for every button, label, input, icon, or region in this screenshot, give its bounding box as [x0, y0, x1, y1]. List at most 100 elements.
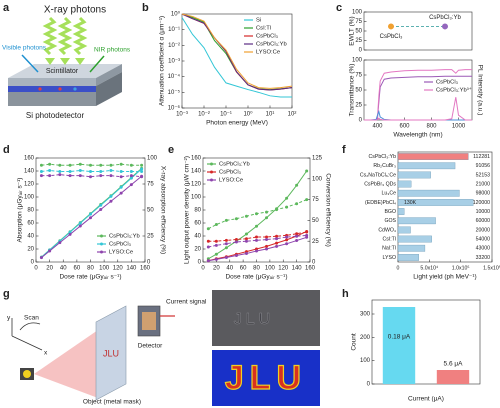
- x-tick-label: 1.0x10⁵: [452, 265, 470, 271]
- x-tick-label: 120: [113, 266, 124, 272]
- bar: [397, 180, 412, 188]
- data-point: [109, 168, 113, 172]
- category-label: Lu₃Ce: [381, 191, 396, 197]
- x-tick-label: 600: [399, 124, 410, 130]
- y-axis-label: Transmittance (%): [349, 64, 356, 117]
- illustration-g: JLU Scan x y Current signal Detector Obj…: [7, 290, 320, 406]
- detector-side: [96, 72, 122, 106]
- data-point: [89, 163, 92, 167]
- data-point: [78, 168, 82, 172]
- detector-window: [142, 312, 156, 330]
- metal-mask: [95, 305, 127, 401]
- data-point: [129, 174, 133, 178]
- x-tick-label: 5.0x10⁴: [420, 265, 438, 271]
- y-tick-label: 200: [360, 335, 371, 341]
- data-point: [305, 230, 309, 234]
- x-tick-label: 10⁻¹: [220, 112, 232, 118]
- y-tick-label: 140: [191, 169, 202, 175]
- plot-frame: [397, 151, 493, 263]
- x-tick-label: 40: [60, 266, 67, 272]
- point-label: CsPbCl₃: [380, 34, 403, 40]
- series-line: [41, 163, 142, 166]
- bar: [397, 208, 405, 215]
- x-tick-label: 20: [213, 266, 220, 272]
- data-point: [234, 217, 238, 221]
- x-tick-label: 140: [292, 266, 303, 272]
- illustration-text: X-ray photons: [44, 5, 106, 16]
- data-point: [214, 257, 218, 261]
- data-point: [255, 238, 258, 242]
- data-point: [275, 234, 279, 238]
- data-point: [285, 235, 289, 239]
- data-point: [39, 174, 43, 178]
- y-axis-label: Count: [351, 333, 358, 351]
- value-label: 60000: [476, 218, 491, 224]
- data-point: [295, 239, 299, 243]
- data-point: [129, 170, 133, 174]
- category-label: LYSO: [383, 255, 396, 261]
- category-label: NaI:Tl: [382, 246, 396, 252]
- x-tick-label: 80: [253, 266, 260, 272]
- data-point: [39, 163, 43, 167]
- x-tick-label: 1000: [452, 124, 466, 130]
- data-point: [119, 162, 123, 166]
- y-tick-label: 100: [24, 195, 35, 201]
- illustration-text: Scan: [24, 315, 39, 322]
- data-point: [48, 249, 52, 253]
- x-axis-label: Dose rate (μGyₐᵢᵣ s⁻¹): [59, 274, 121, 281]
- x-tick-label: 800: [426, 124, 437, 130]
- data-point: [255, 235, 258, 239]
- data-point: [206, 245, 210, 249]
- y-tick-label: 10⁻²: [168, 43, 180, 49]
- value-label: 43000: [476, 246, 491, 252]
- data-point: [285, 196, 289, 200]
- data-point: [119, 170, 123, 174]
- y-tick-label: 160: [24, 156, 35, 162]
- data-point: [305, 233, 309, 237]
- category-label: Rb₂CuBr₃: [373, 163, 396, 169]
- x-tick-label: 140: [126, 266, 137, 272]
- data-point: [99, 207, 103, 211]
- y-tick-label: 120: [24, 182, 35, 188]
- y2-tick-label: 0: [312, 260, 316, 266]
- data-point: [206, 239, 210, 243]
- data-point: [214, 239, 218, 243]
- bar: [382, 307, 416, 384]
- y-tick-label: 75: [355, 19, 362, 25]
- illustration-text: Scintillator: [46, 68, 79, 75]
- data-point: [265, 235, 269, 239]
- series-line: [208, 231, 307, 242]
- data-point: [442, 23, 448, 30]
- scintillator-front: [8, 78, 96, 86]
- bar: [436, 370, 470, 384]
- bar: [397, 254, 419, 261]
- x-tick-label: 60: [74, 266, 81, 272]
- y-tick-label: 100: [352, 58, 363, 64]
- legend-marker: [210, 162, 213, 166]
- y2-tick-label: 75: [147, 182, 154, 188]
- data-point: [129, 163, 133, 167]
- y-tick-label: 40: [194, 234, 201, 240]
- data-point: [119, 175, 123, 179]
- data-point: [265, 238, 269, 242]
- data-point: [214, 252, 218, 256]
- y-tick-label: 120: [191, 182, 202, 188]
- y2-tick-label: 25: [147, 234, 154, 240]
- category-label: CsPbBr₃ QDs: [364, 181, 396, 187]
- x-tick-label: 10¹: [266, 112, 275, 118]
- y-tick-label: 10⁻³: [168, 59, 180, 65]
- data-point: [285, 238, 289, 242]
- illustration-text: Detector: [138, 343, 163, 350]
- x-axis-label: Wavelength (nm): [393, 132, 442, 139]
- y-tick-label: 60: [194, 221, 201, 227]
- data-point: [234, 238, 238, 242]
- y-tick-label: 0: [367, 382, 371, 388]
- data-point: [140, 167, 144, 171]
- data-point: [78, 221, 82, 225]
- arrow-head: [60, 58, 70, 65]
- data-point: [265, 216, 269, 220]
- data-point: [99, 174, 103, 178]
- data-point: [48, 174, 52, 178]
- category-label: (EDBE)PbCl₄: [365, 200, 396, 206]
